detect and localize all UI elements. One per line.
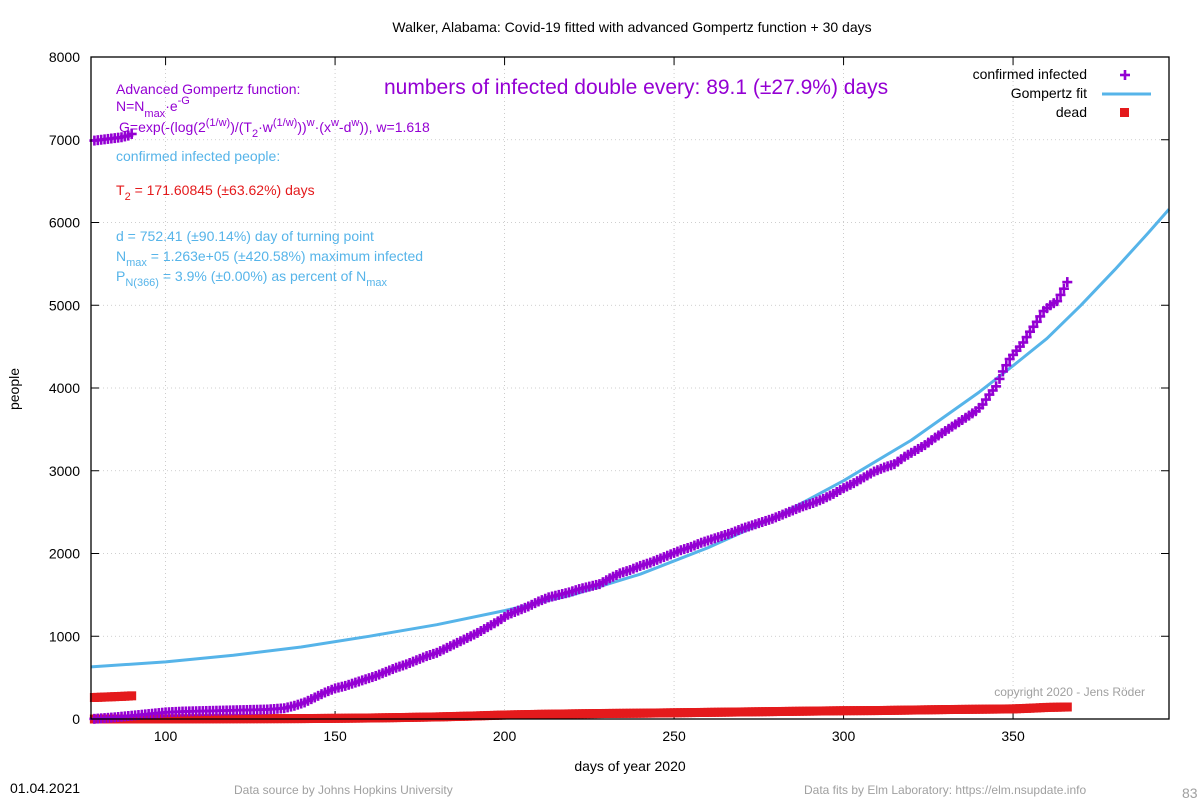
legend-label-confirmed: confirmed infected (973, 66, 1087, 82)
formula-line-1: N=Nmax·e-G (116, 95, 190, 120)
confirmed-point (997, 366, 1008, 377)
chart-title: Walker, Alabama: Covid-19 fitted with ad… (392, 19, 871, 35)
dead-overlay-point (127, 691, 137, 701)
y-tick-label: 8000 (49, 49, 80, 65)
series-overlay (89, 128, 137, 702)
confirmed-point (1001, 360, 1012, 371)
legend: confirmed infected Gompertz fit dead (973, 66, 1151, 120)
x-tick-label: 300 (832, 728, 856, 744)
y-axis-label: people (6, 368, 22, 410)
confirmed-point (994, 373, 1005, 384)
nmax-line: Nmax = 1.263e+05 (±420.58%) maximum infe… (116, 248, 423, 269)
y-tick-label: 5000 (49, 297, 80, 313)
x-tick-label: 200 (493, 728, 517, 744)
x-tick-label: 150 (323, 728, 347, 744)
x-tick-label: 350 (1001, 728, 1025, 744)
confirmed-overlay-point (126, 128, 137, 139)
x-axis-label: days of year 2020 (574, 758, 686, 774)
confirmed-point (1031, 316, 1042, 327)
confirmed-point (1052, 296, 1063, 307)
footer-page: 83 (1182, 785, 1198, 800)
legend-marker-dead (1120, 108, 1129, 117)
confirmed-label: confirmed infected people: (116, 148, 280, 164)
legend-label-fit: Gompertz fit (1011, 85, 1087, 101)
dead-point (1062, 702, 1072, 712)
confirmed-point (1055, 289, 1066, 300)
x-tick-label: 100 (154, 728, 178, 744)
x-axis-ticks: 100 150 200 250 300 350 (154, 57, 1025, 744)
legend-marker-confirmed (1120, 70, 1130, 80)
y-tick-label: 4000 (49, 380, 80, 396)
y-tick-label: 0 (72, 711, 80, 727)
footer-date: 01.04.2021 (10, 780, 80, 796)
y-tick-label: 1000 (49, 628, 80, 644)
formula-line-2: G=exp(-(log(2(1/w))/(T2·w(1/w)))w·(xw-dw… (119, 117, 430, 140)
formula-title: Advanced Gompertz function: (116, 81, 300, 97)
confirmed-point (1035, 311, 1046, 322)
confirmed-point (1021, 332, 1032, 343)
confirmed-point (1062, 277, 1073, 288)
percent-line: PN(366) = 3.9% (±0.00%) as percent of Nm… (116, 268, 388, 289)
doubling-headline: numbers of infected double every: 89.1 (… (384, 76, 888, 99)
legend-label-dead: dead (1056, 104, 1087, 120)
copyright: copyright 2020 - Jens Röder (994, 685, 1145, 699)
t2-line: T2 = 171.60845 (±63.62%) days (116, 182, 315, 203)
y-tick-label: 7000 (49, 132, 80, 148)
series-confirmed-infected (89, 277, 1073, 724)
confirmed-point (1058, 283, 1069, 294)
y-tick-label: 3000 (49, 463, 80, 479)
y-tick-label: 2000 (49, 546, 80, 562)
y-tick-label: 6000 (49, 215, 80, 231)
confirmed-point (1018, 337, 1029, 348)
plot-frame (90, 56, 1170, 720)
confirmed-point (991, 381, 1002, 392)
footer-source: Data source by Johns Hopkins University (234, 783, 453, 797)
turning-point-line: d = 752.41 (±90.14%) day of turning poin… (116, 228, 374, 244)
formula-block: Advanced Gompertz function: N=Nmax·e-G G… (116, 81, 430, 140)
footer-fits: Data fits by Elm Laboratory: https://elm… (804, 783, 1086, 797)
x-tick-label: 250 (662, 728, 686, 744)
